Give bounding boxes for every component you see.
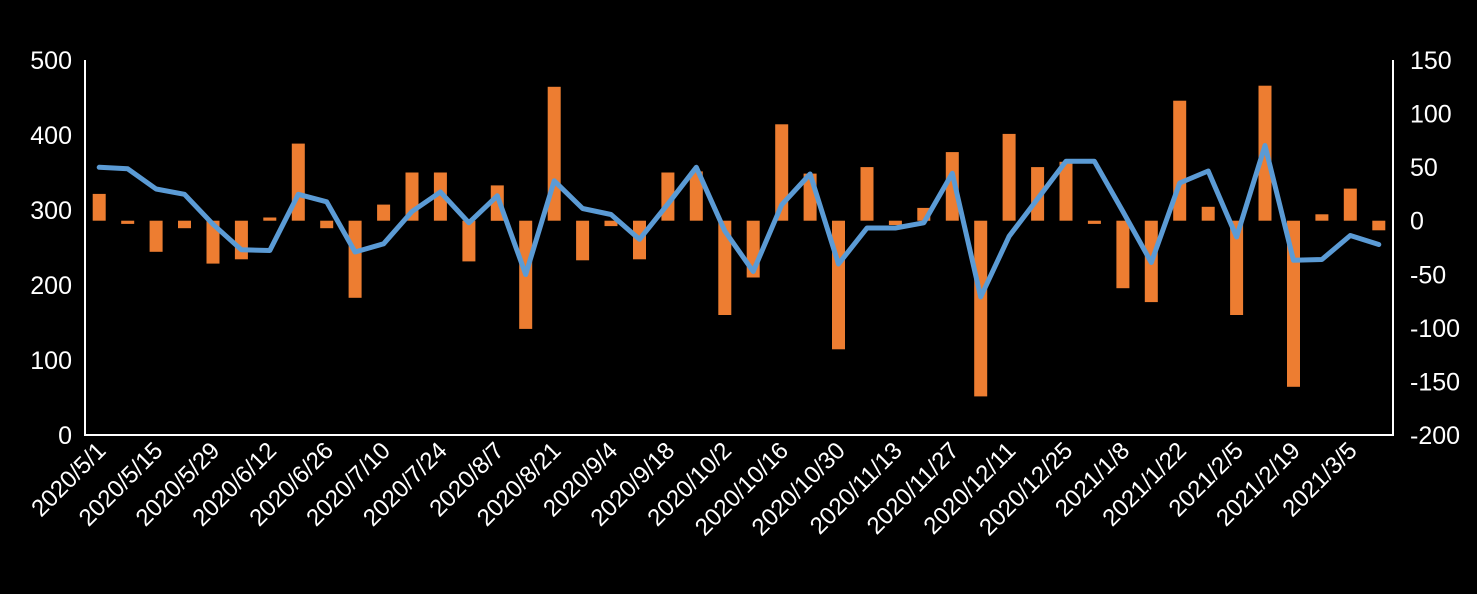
left-axis-tick-label: 100 (30, 347, 72, 375)
left-axis-tick-label: 0 (58, 422, 72, 450)
bar-series-point[interactable] (576, 220, 590, 261)
right-axis-tick-label: 150 (1410, 47, 1452, 75)
bar-series-point[interactable] (1315, 214, 1329, 221)
right-axis-tick-label: 100 (1410, 101, 1452, 129)
bar-series-point[interactable] (320, 220, 334, 229)
bar-series-point[interactable] (462, 220, 476, 262)
left-axis-tick-label: 200 (30, 272, 72, 300)
bar-series-point[interactable] (433, 172, 447, 221)
bar-series-point[interactable] (689, 171, 703, 221)
right-axis-tick-label: -200 (1410, 422, 1460, 450)
right-axis-tick-label: -100 (1410, 315, 1460, 343)
right-axis-tick-label: -50 (1410, 261, 1446, 289)
left-axis-tick-label: 300 (30, 197, 72, 225)
bar-series-point[interactable] (377, 204, 391, 221)
bar-series-point[interactable] (1372, 220, 1386, 231)
bar-series-point[interactable] (1002, 133, 1016, 221)
bar-series-point[interactable] (263, 217, 277, 221)
bar-series-point[interactable] (178, 220, 191, 229)
bar-series-point[interactable] (974, 220, 988, 397)
right-axis-tick-label: 0 (1410, 208, 1424, 236)
right-axis-tick-label: 50 (1410, 154, 1438, 182)
bar-series-point[interactable] (775, 124, 789, 221)
bar-series-point[interactable] (1087, 220, 1101, 224)
bar-series-point[interactable] (832, 220, 845, 350)
bar-series-point[interactable] (121, 220, 135, 224)
bar-series-point[interactable] (1059, 161, 1073, 221)
bar-series-point[interactable] (149, 220, 163, 252)
bar-series-point[interactable] (234, 220, 248, 260)
bar-series-point[interactable] (1201, 206, 1215, 221)
bar-series-point[interactable] (1343, 188, 1357, 221)
bar-series-point[interactable] (206, 220, 220, 264)
bar-series-point[interactable] (945, 152, 959, 221)
bar-series-point[interactable] (1230, 220, 1244, 315)
bar-series-point[interactable] (92, 193, 106, 221)
bar-series-point[interactable] (1031, 167, 1045, 221)
bar-series-point[interactable] (860, 167, 874, 221)
bar-series-point[interactable] (604, 220, 618, 227)
bar-series-point[interactable] (718, 220, 732, 315)
bar-series-point[interactable] (1116, 220, 1130, 289)
left-axis-tick-label: 400 (30, 122, 72, 150)
bar-series-point[interactable] (291, 143, 305, 221)
left-axis-tick-label: 500 (30, 47, 72, 75)
right-axis-tick-label: -150 (1410, 368, 1460, 396)
line-series[interactable] (96, 143, 1382, 300)
bar-series-point[interactable] (348, 220, 362, 298)
bar-series-point[interactable] (888, 220, 902, 225)
